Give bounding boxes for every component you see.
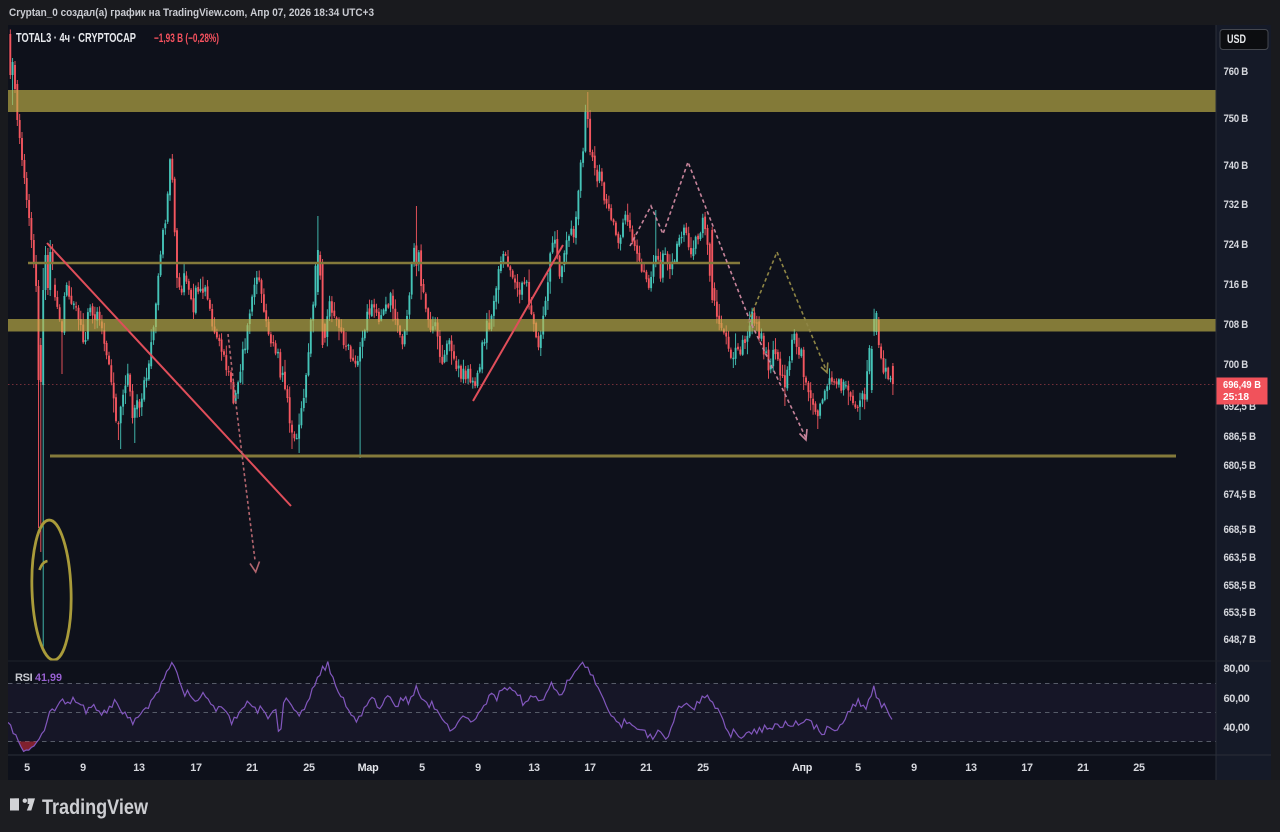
svg-text:60,00: 60,00: [1224, 693, 1250, 705]
svg-text:13: 13: [133, 762, 145, 774]
svg-text:686,5 B: 686,5 B: [1224, 431, 1257, 443]
svg-text:5: 5: [855, 762, 861, 774]
svg-text:5: 5: [24, 762, 30, 774]
svg-text:TradingView: TradingView: [42, 794, 148, 819]
svg-text:732 B: 732 B: [1224, 199, 1249, 211]
svg-text:17: 17: [584, 762, 596, 774]
svg-text:9: 9: [80, 762, 86, 774]
svg-text:9: 9: [475, 762, 481, 774]
svg-text:80,00: 80,00: [1224, 663, 1250, 675]
svg-text:740 B: 740 B: [1224, 160, 1249, 172]
svg-text:750 B: 750 B: [1224, 113, 1249, 125]
svg-text:USD: USD: [1227, 32, 1246, 46]
svg-text:648,7 B: 648,7 B: [1224, 634, 1257, 646]
svg-text:TOTAL3 · 4ч · CRYPTOCAP: TOTAL3 · 4ч · CRYPTOCAP: [16, 31, 136, 45]
svg-text:680,5 B: 680,5 B: [1224, 460, 1257, 472]
svg-text:Мар: Мар: [358, 762, 380, 774]
svg-text:13: 13: [965, 762, 977, 774]
svg-text:25: 25: [1133, 762, 1145, 774]
svg-text:708 B: 708 B: [1224, 319, 1249, 331]
svg-text:25: 25: [303, 762, 315, 774]
svg-text:700 B: 700 B: [1224, 359, 1249, 371]
svg-text:668,5 B: 668,5 B: [1224, 524, 1257, 536]
svg-text:−1,93 B (−0,28%): −1,93 B (−0,28%): [154, 31, 219, 45]
svg-text:760 B: 760 B: [1224, 66, 1249, 78]
svg-text:696,49 B: 696,49 B: [1223, 380, 1261, 391]
svg-text:RSI: RSI: [15, 672, 33, 684]
svg-text:25: 25: [697, 762, 709, 774]
svg-text:21: 21: [246, 762, 258, 774]
svg-text:21: 21: [1077, 762, 1089, 774]
svg-text:5: 5: [419, 762, 425, 774]
svg-text:663,5 B: 663,5 B: [1224, 552, 1257, 564]
svg-text:716 B: 716 B: [1224, 279, 1249, 291]
svg-text:653,5 B: 653,5 B: [1224, 607, 1257, 619]
svg-text:13: 13: [528, 762, 540, 774]
svg-text:17: 17: [190, 762, 202, 774]
svg-text:40,00: 40,00: [1224, 722, 1250, 734]
svg-text:41,99: 41,99: [35, 672, 62, 684]
svg-text:658,5 B: 658,5 B: [1224, 580, 1257, 592]
svg-text:724 B: 724 B: [1224, 239, 1249, 251]
svg-text:17: 17: [1021, 762, 1033, 774]
svg-text:674,5 B: 674,5 B: [1224, 489, 1257, 501]
svg-text:21: 21: [640, 762, 652, 774]
svg-text:9: 9: [911, 762, 917, 774]
svg-text:25:18: 25:18: [1223, 392, 1249, 403]
svg-text:Cryptan_0 создал(а) график на: Cryptan_0 создал(а) график на TradingVie…: [9, 7, 374, 19]
svg-text:Апр: Апр: [792, 762, 813, 774]
